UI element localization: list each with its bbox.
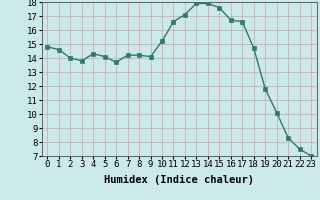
X-axis label: Humidex (Indice chaleur): Humidex (Indice chaleur): [104, 175, 254, 185]
